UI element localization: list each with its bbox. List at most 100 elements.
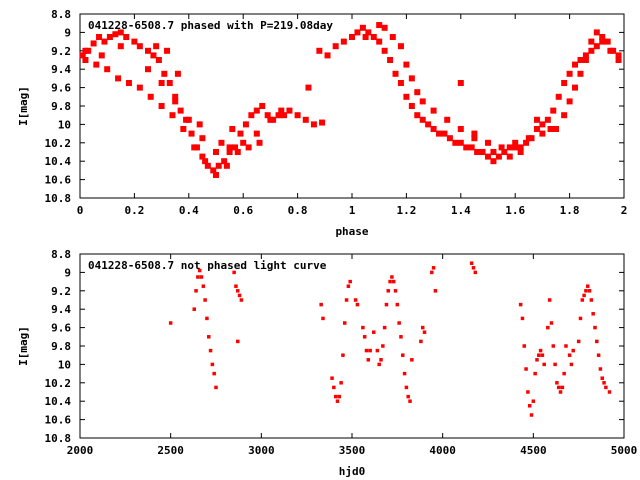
data-point — [615, 52, 622, 59]
data-point — [446, 135, 453, 142]
data-point — [164, 47, 171, 54]
data-point — [339, 381, 343, 385]
data-point — [376, 38, 383, 45]
data-point — [555, 381, 559, 385]
data-point — [572, 84, 579, 91]
data-point — [593, 29, 600, 36]
y-tick-label: 10.2 — [45, 137, 72, 150]
data-point — [403, 93, 410, 100]
data-point — [490, 149, 497, 155]
data-point — [431, 266, 436, 270]
data-point — [587, 289, 592, 293]
x-tick-label: 1 — [349, 204, 356, 217]
data-point — [264, 112, 271, 119]
data-point — [376, 22, 383, 29]
data-point — [524, 367, 528, 371]
data-point — [384, 302, 389, 307]
data-point — [404, 385, 409, 390]
data-point — [569, 362, 574, 367]
data-point — [379, 358, 383, 362]
data-point — [546, 325, 550, 330]
data-point — [310, 121, 317, 128]
data-point — [239, 298, 244, 302]
data-point — [553, 362, 557, 367]
data-point — [551, 344, 556, 348]
data-point — [457, 139, 464, 146]
data-point — [166, 80, 173, 86]
data-point — [172, 93, 179, 100]
data-point — [390, 275, 394, 279]
data-point — [436, 130, 443, 137]
data-point — [106, 34, 113, 40]
data-point — [607, 47, 614, 54]
data-point — [330, 376, 334, 380]
data-point — [555, 93, 562, 100]
data-point — [319, 119, 326, 126]
chart-title: 041228-6508.7 not phased light curve — [88, 259, 327, 272]
x-tick-label: 0 — [77, 204, 84, 217]
data-point — [403, 61, 410, 68]
data-point — [335, 399, 340, 403]
data-point — [542, 362, 546, 367]
data-point — [553, 126, 559, 132]
data-point — [474, 149, 481, 155]
data-point — [226, 149, 233, 155]
data-point — [365, 29, 372, 36]
data-point — [223, 162, 230, 169]
data-point — [361, 325, 365, 330]
y-tick-label: 9 — [64, 266, 71, 279]
data-point — [201, 284, 206, 288]
data-point — [253, 107, 260, 114]
data-point — [596, 353, 601, 357]
data-point — [549, 321, 554, 325]
data-point — [169, 112, 176, 119]
data-point — [377, 362, 381, 367]
data-point — [381, 24, 388, 31]
data-point — [256, 139, 263, 146]
data-point — [302, 116, 309, 123]
data-point — [117, 43, 124, 50]
data-point — [79, 52, 86, 59]
data-point — [332, 385, 336, 390]
data-point — [593, 325, 597, 330]
data-point — [580, 298, 585, 302]
data-point — [402, 371, 407, 376]
data-point — [229, 126, 236, 132]
data-point — [208, 348, 213, 353]
data-point — [136, 84, 143, 91]
data-point — [526, 390, 530, 394]
data-point — [485, 153, 491, 160]
data-point — [382, 325, 387, 330]
plot-frame — [79, 253, 625, 439]
data-point — [117, 29, 124, 36]
x-tick-label: 1.4 — [451, 204, 471, 217]
data-point — [523, 139, 530, 146]
x-tick-label: 1.6 — [505, 204, 525, 217]
data-point — [332, 43, 339, 50]
data-point — [82, 57, 89, 63]
data-point — [125, 80, 132, 86]
data-point — [370, 34, 377, 40]
data-point — [473, 270, 478, 275]
data-point — [362, 335, 367, 339]
data-point — [172, 98, 179, 105]
data-point — [177, 107, 184, 114]
data-point — [547, 298, 552, 302]
data-point — [397, 321, 401, 325]
y-axis-label: I[mag] — [17, 86, 30, 126]
data-point — [226, 144, 233, 151]
data-point — [341, 353, 345, 357]
data-point — [215, 162, 222, 169]
data-point — [469, 261, 474, 265]
y-tick-label: 8.8 — [51, 248, 71, 261]
data-point — [457, 126, 464, 132]
data-point — [234, 149, 241, 155]
data-point — [202, 158, 209, 165]
data-point — [485, 139, 491, 146]
x-axis-label: hjd0 — [339, 465, 366, 478]
data-point — [495, 153, 502, 160]
data-point — [96, 34, 103, 40]
data-point — [242, 121, 249, 128]
data-point — [248, 112, 255, 119]
y-tick-label: 9.4 — [51, 303, 71, 316]
